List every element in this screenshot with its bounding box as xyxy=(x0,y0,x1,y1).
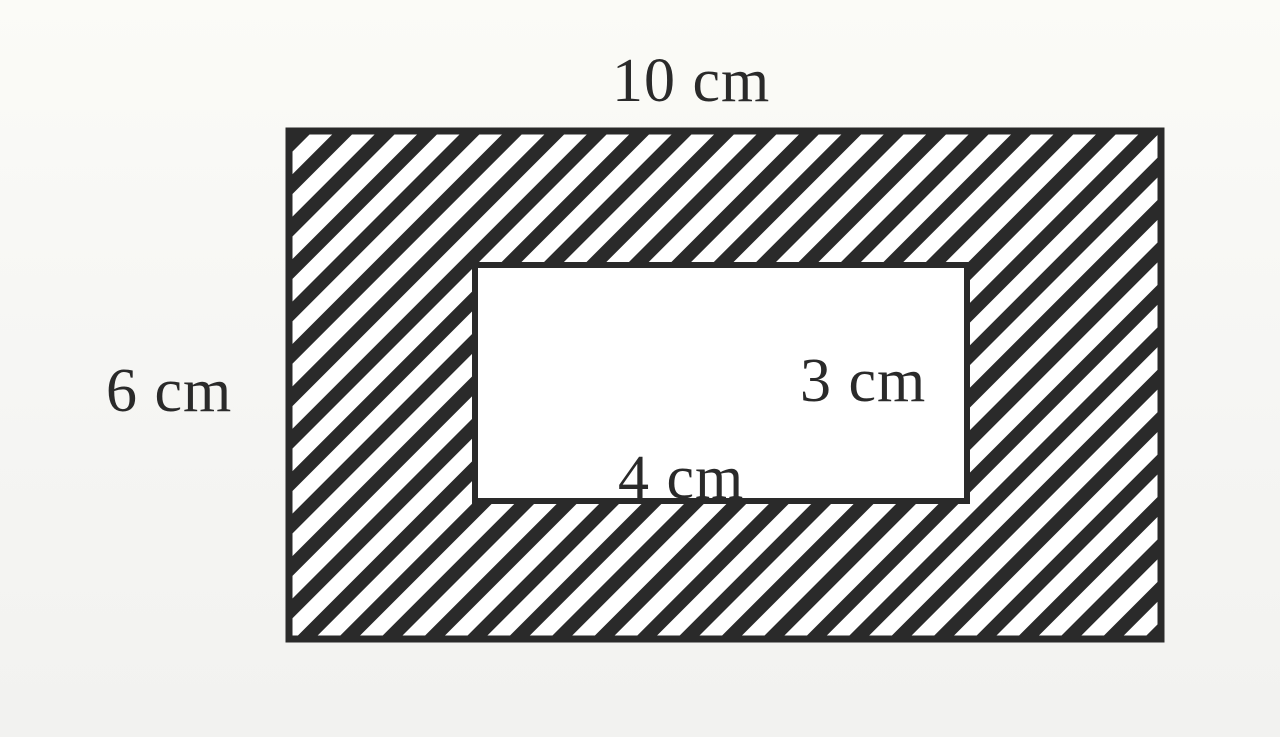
inner-width-label: 4 cm xyxy=(618,444,745,512)
outer-height-label: 6 cm xyxy=(106,357,233,425)
inner-rectangle xyxy=(472,262,970,504)
inner-height-label: 3 cm xyxy=(800,347,927,415)
outer-rectangle xyxy=(285,127,1165,643)
outer-width-label: 10 cm xyxy=(612,47,771,115)
